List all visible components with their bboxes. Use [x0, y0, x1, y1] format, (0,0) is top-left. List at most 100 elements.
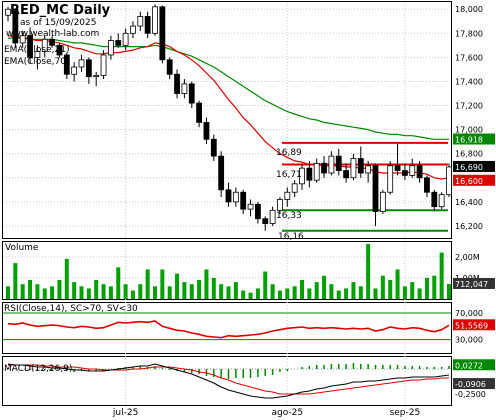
- price-tick-label: 16,800: [455, 150, 483, 159]
- candle-body: [166, 59, 173, 75]
- last-close-badge-bg: [453, 160, 495, 172]
- price-tick-label: 16,400: [455, 198, 483, 207]
- candle-body: [387, 165, 394, 193]
- volume-bar: [241, 290, 246, 299]
- candle-body: [63, 54, 70, 75]
- candle-body: [188, 83, 195, 104]
- value-badges: 16,918 16,690 16,600 712,047 51,5569 0,0272 -0…: [453, 133, 495, 390]
- price-tick-label: 16,200: [455, 222, 483, 231]
- candle-body: [232, 191, 239, 203]
- axis-tick-labels: 18,000 17,800 17,600 17,400 17,200 17,000 16,8…: [112, 5, 486, 418]
- volume-bar: [447, 284, 451, 299]
- level-annotation-1689: 16,89: [276, 148, 302, 158]
- candle-body: [93, 75, 100, 78]
- volume-bar: [20, 284, 25, 299]
- signal-value-badge-bg: [453, 378, 495, 390]
- candle-body: [372, 165, 379, 212]
- volume-bar: [50, 286, 55, 299]
- volume-bar: [233, 282, 238, 299]
- macd-value-badge-bg: [453, 359, 495, 371]
- rsi-tick-label: 30,000: [455, 336, 483, 345]
- candle-body: [78, 59, 85, 68]
- candle-body: [262, 218, 269, 224]
- candle-body: [394, 165, 401, 171]
- price-tick-label: 17,600: [455, 53, 483, 62]
- volume-bar: [189, 284, 194, 299]
- as-of-date: as of 15/09/2025: [20, 18, 97, 28]
- rsi-value-badge-bg: [453, 319, 495, 331]
- candle-body: [365, 165, 372, 174]
- rsi-bands: [3, 312, 451, 341]
- volume-bar: [417, 288, 422, 299]
- candle-body: [174, 73, 180, 94]
- candle-body: [269, 209, 276, 224]
- volume-bar: [86, 288, 91, 299]
- volume-bar: [130, 290, 135, 299]
- rsi-tick-label: 70,000: [455, 309, 483, 318]
- candle-body: [152, 6, 158, 34]
- volume-bar: [138, 284, 143, 299]
- candle-body: [49, 38, 55, 46]
- level-annotation-1671: 16,71: [276, 170, 302, 180]
- candle-body: [218, 155, 225, 191]
- volume-bar: [277, 290, 282, 299]
- candle-body: [225, 189, 232, 203]
- time-tick-label: sep-25: [390, 408, 421, 418]
- volume-bar: [153, 286, 157, 299]
- candle-body: [203, 122, 210, 140]
- signal-line: [8, 364, 449, 395]
- price-tick-label: 17,800: [455, 29, 483, 38]
- candle-body: [284, 191, 291, 200]
- rsi-panel-frame: [2, 302, 452, 354]
- volume-bar: [344, 288, 349, 299]
- price-tick-label: 17,000: [455, 126, 483, 135]
- website-label: www.wealth-lab.com: [6, 29, 100, 39]
- volume-bar: [402, 286, 407, 299]
- macd-tick-label: -0,2500: [455, 390, 486, 399]
- ema70-label: EMA(Close,70): [4, 57, 70, 67]
- volume-bar: [432, 275, 437, 299]
- candle-body: [144, 16, 151, 34]
- ema70-line: [8, 37, 449, 140]
- candle-body: [27, 35, 33, 58]
- volume-value-badge-bg: [453, 277, 495, 289]
- macd-value-badge: 0,0272: [455, 361, 483, 370]
- candle-body: [181, 83, 188, 94]
- volume-bar: [373, 288, 378, 299]
- volume-bar: [167, 286, 172, 299]
- chart-title: RED_MC Daily: [10, 3, 111, 18]
- candle-body: [291, 183, 298, 193]
- volume-bar: [42, 288, 47, 299]
- volume-bar: [270, 284, 275, 299]
- ema21-value-badge-bg: [453, 174, 495, 186]
- ema70-value-badge: 16,918: [455, 136, 483, 145]
- volume-bar: [101, 284, 106, 299]
- volume-bar: [182, 282, 187, 299]
- volume-bars: [6, 244, 451, 299]
- volume-bar: [116, 267, 121, 299]
- rsi-label: RSI(Close,14), SC>70, SV<30: [4, 304, 138, 314]
- ema21-label: EMA(Close,21): [4, 45, 70, 55]
- volume-tick-label: 2,00M: [455, 253, 480, 262]
- candle-body: [277, 199, 283, 211]
- ema21-value-badge: 16,600: [455, 177, 483, 186]
- volume-bar: [358, 286, 363, 299]
- volume-bar: [160, 269, 165, 299]
- candle-body: [85, 59, 92, 78]
- volume-bar: [57, 280, 62, 299]
- candle-body: [115, 40, 122, 46]
- volume-bar: [395, 269, 400, 299]
- candle-body: [196, 102, 203, 123]
- candle-body: [446, 166, 452, 196]
- candle-body: [343, 170, 350, 179]
- volume-bar: [28, 280, 33, 299]
- candle-body: [431, 191, 438, 208]
- candle-body: [254, 203, 261, 220]
- candle-body: [409, 165, 416, 176]
- volume-bar: [366, 244, 371, 299]
- volume-bar: [219, 284, 224, 299]
- volume-bar: [300, 280, 304, 299]
- volume-bar: [211, 277, 216, 299]
- volume-bar: [424, 277, 429, 299]
- candle-body: [335, 155, 342, 171]
